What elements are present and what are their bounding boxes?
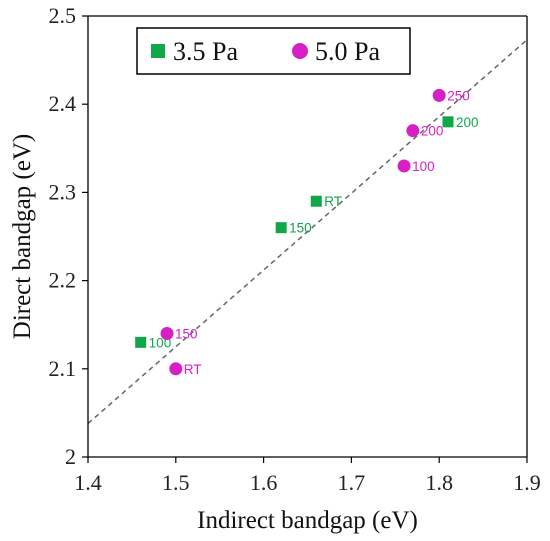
x-tick-label: 1.7 — [338, 470, 366, 495]
data-point-label: RT — [184, 362, 202, 377]
data-point-label: 150 — [289, 221, 312, 236]
x-axis-title: Indirect bandgap (eV) — [197, 507, 418, 534]
trend-line — [88, 39, 527, 425]
x-tick-label: 1.9 — [513, 470, 541, 495]
data-point-circle — [160, 327, 174, 341]
axis-layer: 1.4 1.5 1.6 1.7 1.8 1.9 2 2.1 2.2 2.3 2.4 2.5 — [49, 3, 541, 495]
data-point-square — [442, 116, 454, 128]
y-tick-label: 2.3 — [49, 179, 77, 204]
data-point-circle — [397, 159, 411, 173]
data-point-label: RT — [324, 194, 342, 209]
data-point-label: 200 — [456, 115, 479, 130]
y-tick-label: 2.4 — [49, 91, 77, 116]
legend-marker-square — [151, 44, 165, 58]
data-point-square — [135, 336, 147, 348]
y-tick-label: 2 — [65, 444, 76, 469]
data-point-label: 200 — [421, 124, 444, 139]
legend-marker-circle — [292, 43, 308, 59]
x-tick-label: 1.4 — [74, 470, 102, 495]
data-point-circle — [169, 362, 183, 376]
x-tick-label: 1.6 — [250, 470, 278, 495]
data-point-square — [275, 222, 287, 234]
y-tick-label: 2.2 — [49, 268, 77, 293]
x-tick-label: 1.8 — [425, 470, 453, 495]
y-tick-label: 2.1 — [49, 356, 77, 381]
data-point-label: 250 — [447, 88, 470, 103]
data-point-label: 100 — [412, 159, 435, 174]
legend-label: 3.5 Pa — [173, 37, 238, 66]
legend: 3.5 Pa 5.0 Pa — [136, 27, 411, 75]
legend-box — [136, 27, 411, 75]
data-point-square — [310, 195, 322, 207]
data-point-circle — [406, 124, 420, 138]
data-point-circle — [432, 88, 446, 102]
y-axis-title: Direct bandgap (eV) — [9, 134, 36, 339]
x-tick-label: 1.5 — [162, 470, 190, 495]
y-tick-label: 2.5 — [49, 3, 77, 28]
legend-label: 5.0 Pa — [315, 37, 380, 66]
data-point-label: 150 — [175, 327, 198, 342]
